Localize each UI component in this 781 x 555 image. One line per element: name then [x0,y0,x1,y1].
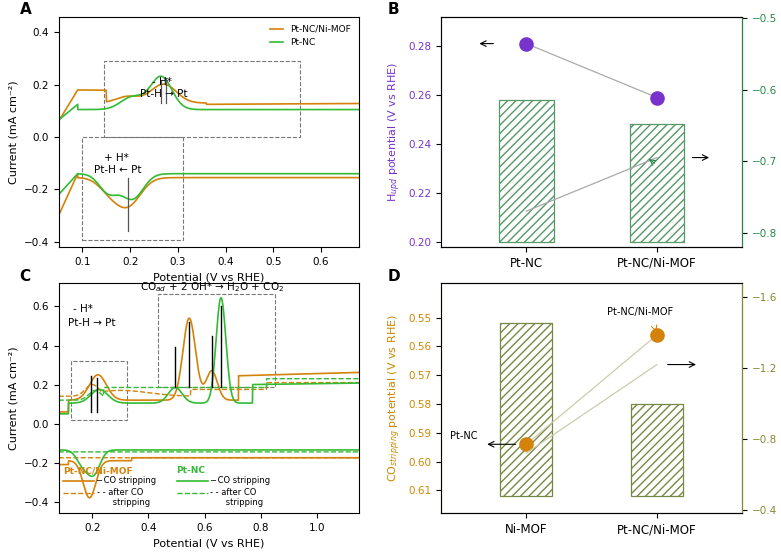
Text: Pt-NC/Ni-MOF: Pt-NC/Ni-MOF [608,307,673,317]
Legend: Pt-NC/Ni-MOF, Pt-NC: Pt-NC/Ni-MOF, Pt-NC [266,21,355,51]
Text: B: B [387,2,399,17]
Text: + H*: + H* [104,153,129,163]
Pt-NC [155,73,165,79]
Pt-NC [219,106,228,113]
Text: Pt-H → Pt: Pt-H → Pt [140,89,187,99]
Y-axis label: CO$_{stripping}$ potential (V vs RHE): CO$_{stripping}$ potential (V vs RHE) [387,314,403,482]
Pt-NC [355,106,364,113]
Pt-NC [184,105,194,112]
Bar [499,100,554,242]
Text: Pt-H → Pt: Pt-H → Pt [69,318,116,328]
Pt-NC/Ni-MOF [159,81,168,88]
Line: Pt-NC/Ni-MOF: Pt-NC/Ni-MOF [59,84,359,122]
Bar [83,137,183,240]
Pt-NC [156,73,166,79]
Text: Pt-NC: Pt-NC [451,431,478,441]
Bar [631,404,683,496]
Text: - H*: - H* [152,77,172,87]
Pt-NC [212,106,222,113]
Text: - - after CO: - - after CO [97,488,143,497]
Pt-NC [105,104,114,111]
Pt-NC/Ni-MOF [94,87,103,93]
Text: A: A [20,2,31,17]
Text: ─ CO stripping: ─ CO stripping [97,476,157,485]
Y-axis label: Current (mA cm⁻²): Current (mA cm⁻²) [8,346,18,450]
Text: ─ CO stripping: ─ CO stripping [210,476,270,485]
Text: D: D [387,269,400,284]
Y-axis label: Current (mA cm⁻²): Current (mA cm⁻²) [8,80,18,184]
Pt-NC/Ni-MOF [219,101,228,108]
Bar [629,124,684,242]
Text: - H*: - H* [73,304,92,314]
Pt-NC/Ni-MOF [355,100,364,107]
Pt-NC [54,117,63,123]
X-axis label: Potential (V vs RHE): Potential (V vs RHE) [153,539,265,549]
Bar [159,294,275,387]
Pt-NC/Ni-MOF [184,97,194,104]
Pt-NC [94,106,103,113]
Point [651,93,663,102]
Text: stripping: stripping [97,498,150,507]
Pt-NC/Ni-MOF [212,101,222,108]
Text: C: C [20,269,30,284]
Text: - - after CO: - - after CO [210,488,257,497]
Pt-NC/Ni-MOF [105,98,114,104]
Bar [500,324,552,496]
Text: Pt-NC: Pt-NC [177,466,205,476]
Pt-NC/Ni-MOF [54,118,63,125]
Text: Pt-NC/Ni-MOF: Pt-NC/Ni-MOF [62,466,133,476]
Pt-NC/Ni-MOF [155,82,165,88]
Point [651,330,663,339]
Point [520,440,533,448]
Bar [104,61,300,137]
Bar [71,361,127,420]
X-axis label: Potential (V vs RHE): Potential (V vs RHE) [153,273,265,282]
Y-axis label: H$_{upd}$ potential (V vs RHE): H$_{upd}$ potential (V vs RHE) [387,62,403,202]
Text: Pt-H ← Pt: Pt-H ← Pt [95,165,142,175]
Text: CO$_{ad}$ + 2 OH* → H$_2$O + CO$_2$: CO$_{ad}$ + 2 OH* → H$_2$O + CO$_2$ [140,280,284,294]
Line: Pt-NC: Pt-NC [59,76,359,120]
Point [520,39,533,48]
Text: stripping: stripping [210,498,263,507]
